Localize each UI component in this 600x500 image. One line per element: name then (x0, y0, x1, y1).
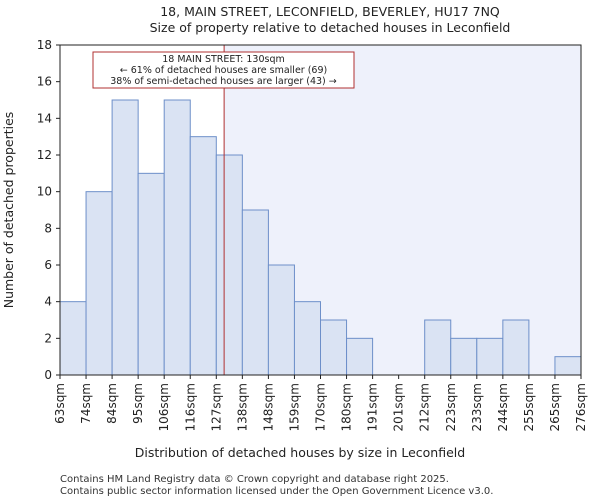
bar-84sqm (111, 99, 139, 376)
bar-212sqm (424, 319, 452, 376)
y-tick-label: 4 (44, 295, 52, 309)
y-tick-label: 6 (44, 258, 52, 272)
bar-116sqm (189, 136, 217, 376)
x-tick-label: 233sqm (470, 383, 484, 431)
bar-180sqm (346, 337, 374, 376)
bar-106sqm (163, 99, 191, 376)
y-tick-label: 16 (37, 75, 52, 89)
bar-233sqm (476, 337, 504, 376)
plot-area: 18 MAIN STREET: 130sqm ← 61% of detached… (59, 44, 582, 376)
bar-127sqm (215, 154, 243, 376)
annotation-line-3: 38% of semi-detached houses are larger (… (110, 76, 337, 87)
x-tick-label: 276sqm (574, 383, 588, 431)
x-axis-label: Distribution of detached houses by size … (135, 445, 465, 460)
bar-series (59, 99, 582, 376)
x-tick-label: 63sqm (53, 383, 67, 424)
annotation-line-1: 18 MAIN STREET: 130sqm (162, 54, 285, 65)
y-tick-label: 2 (44, 331, 52, 345)
bar-159sqm (293, 301, 322, 376)
bar-170sqm (320, 319, 348, 376)
y-axis-label: Number of detached properties (1, 112, 16, 309)
x-tick-label: 244sqm (496, 383, 510, 431)
x-tick-label: 255sqm (522, 383, 536, 431)
bar-74sqm (85, 191, 113, 376)
y-tick-label: 8 (44, 221, 52, 235)
bar-244sqm (502, 319, 530, 376)
x-tick-label: 138sqm (235, 383, 249, 431)
x-tick-label: 116sqm (183, 383, 197, 431)
y-tick-label: 10 (37, 185, 52, 199)
x-tick-label: 180sqm (340, 383, 354, 431)
y-axis: 0 2 4 6 8 10 12 14 16 18 (37, 38, 60, 382)
bar-148sqm (267, 264, 295, 376)
bar-63sqm (59, 301, 87, 376)
x-tick-label: 106sqm (157, 383, 171, 431)
y-tick-label: 14 (37, 111, 52, 125)
x-tick-label: 159sqm (287, 383, 301, 431)
x-tick-label: 265sqm (548, 383, 562, 431)
x-tick-label: 170sqm (314, 383, 328, 431)
x-tick-label: 95sqm (131, 383, 145, 424)
y-tick-label: 12 (37, 148, 52, 162)
bar-223sqm (450, 337, 478, 376)
x-tick-label: 74sqm (79, 383, 93, 424)
y-tick-label: 0 (44, 368, 52, 382)
x-tick-label: 212sqm (418, 383, 432, 431)
y-tick-label: 18 (37, 38, 52, 52)
chart-subtitle: Size of property relative to detached ho… (150, 20, 511, 35)
x-axis: 63sqm 74sqm 84sqm 95sqm 106sqm 116sqm 127sqm 13… (53, 375, 588, 431)
chart-title: 18, MAIN STREET, LECONFIELD, BEVERLEY, H… (160, 4, 500, 19)
x-tick-label: 223sqm (444, 383, 458, 431)
bar-265sqm (554, 356, 582, 376)
x-tick-label: 127sqm (209, 383, 223, 431)
x-tick-label: 191sqm (366, 383, 380, 431)
annotation-line-2: ← 61% of detached houses are smaller (69… (120, 65, 327, 76)
footer-line-1: Contains HM Land Registry data © Crown c… (60, 474, 449, 485)
bar-138sqm (241, 209, 269, 376)
x-tick-label: 201sqm (392, 383, 406, 431)
bar-95sqm (137, 172, 165, 376)
x-tick-label: 148sqm (261, 383, 275, 431)
x-tick-label: 84sqm (105, 383, 119, 424)
footer-line-2: Contains public sector information licen… (60, 486, 493, 497)
annotation-box: 18 MAIN STREET: 130sqm ← 61% of detached… (92, 51, 355, 89)
